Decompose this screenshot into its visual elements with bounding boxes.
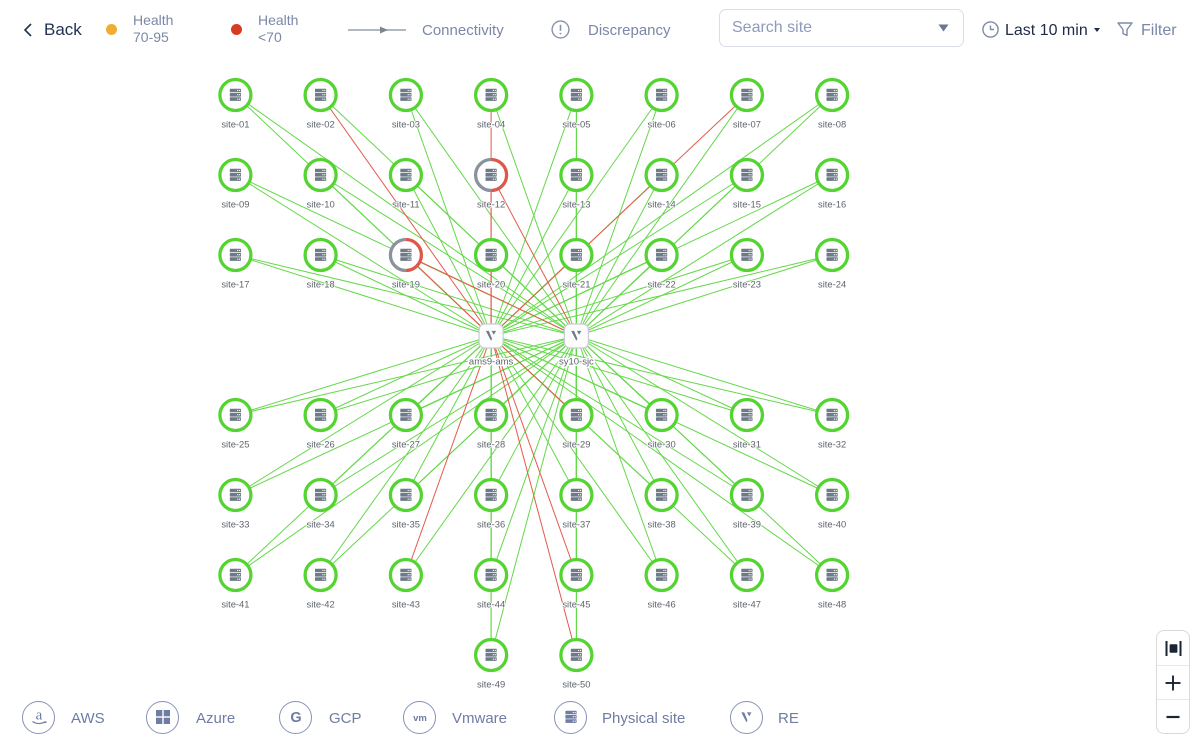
svg-text:site-11: site-11 (392, 199, 419, 210)
svg-text:site-50: site-50 (562, 679, 590, 690)
svg-text:site-04: site-04 (477, 119, 505, 130)
svg-text:ams9-ams: ams9-ams (469, 357, 514, 368)
svg-text:site-28: site-28 (477, 439, 505, 450)
svg-text:site-35: site-35 (392, 519, 420, 530)
svg-text:site-42: site-42 (307, 599, 335, 610)
svg-text:vm: vm (413, 713, 427, 724)
svg-text:site-32: site-32 (818, 439, 846, 450)
svg-text:site-03: site-03 (392, 119, 420, 130)
svg-text:site-21: site-21 (562, 279, 590, 290)
svg-text:site-01: site-01 (221, 119, 249, 130)
svg-text:site-23: site-23 (733, 279, 761, 290)
svg-text:site-48: site-48 (818, 599, 846, 610)
svg-text:site-27: site-27 (392, 439, 420, 450)
svg-text:site-13: site-13 (562, 199, 590, 210)
svg-text:sy10-sjc: sy10-sjc (559, 357, 594, 368)
svg-text:site-37: site-37 (562, 519, 590, 530)
svg-text:site-46: site-46 (648, 599, 676, 610)
svg-text:site-20: site-20 (477, 279, 505, 290)
svg-text:site-02: site-02 (307, 119, 335, 130)
svg-text:site-14: site-14 (648, 199, 676, 210)
svg-text:site-29: site-29 (562, 439, 590, 450)
svg-text:site-19: site-19 (392, 279, 420, 290)
svg-text:site-45: site-45 (562, 599, 590, 610)
svg-text:site-06: site-06 (648, 119, 676, 130)
svg-text:site-16: site-16 (818, 199, 846, 210)
svg-text:G: G (290, 710, 301, 726)
svg-text:site-26: site-26 (307, 439, 335, 450)
svg-text:site-17: site-17 (221, 279, 249, 290)
svg-text:site-40: site-40 (818, 519, 846, 530)
svg-text:site-43: site-43 (392, 599, 420, 610)
svg-text:site-05: site-05 (562, 119, 590, 130)
svg-text:site-33: site-33 (221, 519, 249, 530)
svg-text:site-31: site-31 (733, 439, 761, 450)
svg-text:site-34: site-34 (307, 519, 335, 530)
svg-text:site-49: site-49 (477, 679, 505, 690)
svg-text:site-24: site-24 (818, 279, 846, 290)
svg-text:site-38: site-38 (648, 519, 676, 530)
svg-text:site-12: site-12 (477, 199, 505, 210)
svg-text:site-36: site-36 (477, 519, 505, 530)
svg-text:site-18: site-18 (307, 279, 335, 290)
svg-text:site-41: site-41 (221, 599, 249, 610)
svg-text:site-39: site-39 (733, 519, 761, 530)
svg-text:site-10: site-10 (307, 199, 335, 210)
svg-text:site-15: site-15 (733, 199, 761, 210)
svg-text:a: a (35, 708, 42, 724)
svg-text:site-22: site-22 (648, 279, 676, 290)
svg-text:site-30: site-30 (648, 439, 676, 450)
svg-text:site-44: site-44 (477, 599, 505, 610)
svg-text:site-25: site-25 (221, 439, 249, 450)
svg-text:site-47: site-47 (733, 599, 761, 610)
svg-text:site-08: site-08 (818, 119, 846, 130)
svg-text:site-09: site-09 (221, 199, 249, 210)
svg-text:site-07: site-07 (733, 119, 761, 130)
